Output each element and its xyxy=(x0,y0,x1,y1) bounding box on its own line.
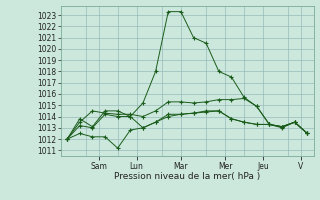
X-axis label: Pression niveau de la mer( hPa ): Pression niveau de la mer( hPa ) xyxy=(114,172,260,181)
